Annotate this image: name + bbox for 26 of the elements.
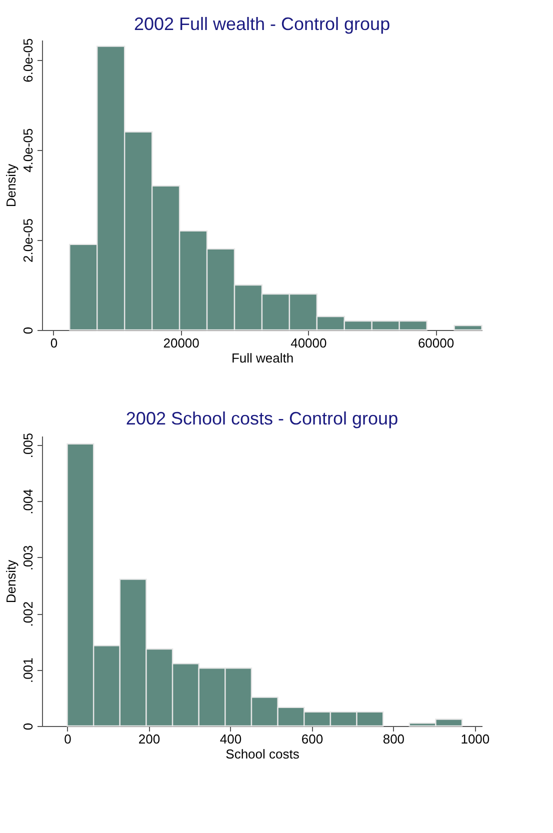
x-tick-label: 20000 bbox=[163, 336, 200, 350]
x-tick-label: 400 bbox=[220, 732, 242, 746]
chart-title: 2002 Full wealth - Control group bbox=[134, 14, 390, 34]
chart-title: 2002 School costs - Control group bbox=[126, 408, 398, 428]
x-tick-label: 60000 bbox=[418, 336, 454, 350]
y-tick-label: .005 bbox=[20, 432, 36, 458]
y-tick-label: .003 bbox=[20, 545, 36, 571]
x-tick-label: 0 bbox=[64, 732, 72, 746]
x-tick-label: 800 bbox=[382, 732, 405, 746]
y-tick-label: 0 bbox=[20, 722, 36, 730]
y-axis-title: Density bbox=[4, 163, 18, 208]
y-tick-label: 2.0e-05 bbox=[20, 218, 36, 262]
x-tick-label: 0 bbox=[50, 336, 58, 350]
y-tick-label: .004 bbox=[20, 489, 36, 514]
x-axis-title: Full wealth bbox=[231, 350, 294, 366]
x-tick-label: 600 bbox=[301, 732, 324, 746]
x-axis-title: School costs bbox=[226, 746, 300, 762]
y-tick-label: .001 bbox=[20, 658, 36, 683]
x-tick-label: 200 bbox=[138, 732, 160, 746]
y-tick-label: 4.0e-05 bbox=[20, 128, 36, 172]
x-tick-label: 40000 bbox=[290, 336, 327, 350]
x-tick-label: 1000 bbox=[460, 732, 490, 746]
y-tick-label: 6.0e-05 bbox=[20, 38, 36, 82]
y-tick-label: 0 bbox=[20, 326, 36, 334]
y-tick-label: .002 bbox=[20, 601, 36, 627]
y-axis-title: Density bbox=[4, 559, 18, 604]
